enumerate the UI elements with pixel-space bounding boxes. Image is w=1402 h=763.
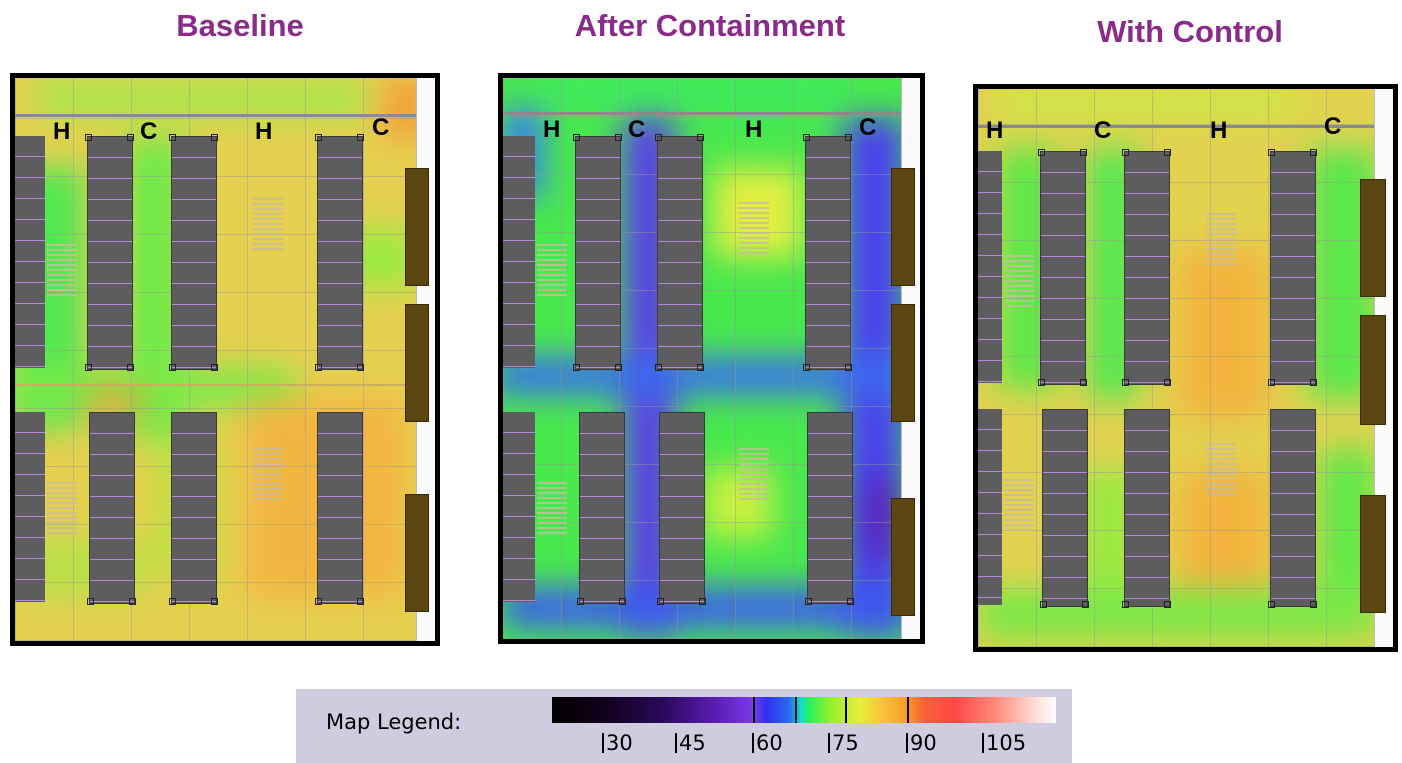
aisle-label-cold: C xyxy=(628,116,646,143)
server-rack xyxy=(659,412,705,604)
aisle-label-hot: H xyxy=(543,116,561,143)
server-rack xyxy=(1124,151,1170,385)
crac-unit xyxy=(1004,255,1034,309)
crac-unit xyxy=(739,448,769,502)
door xyxy=(1360,179,1386,297)
server-rack xyxy=(15,412,45,602)
crac-unit xyxy=(1206,213,1236,267)
legend-label: Map Legend: xyxy=(326,710,462,734)
crac-unit xyxy=(1206,443,1236,497)
aisle-label-hot: H xyxy=(255,118,273,145)
aisle-label-cold: C xyxy=(372,114,390,141)
server-rack xyxy=(89,412,135,604)
legend-tick-label: 60 xyxy=(756,731,783,755)
aisle-label-cold: C xyxy=(859,114,877,141)
door xyxy=(405,304,429,422)
heatmap-panel-baseline: H C H C xyxy=(10,73,440,646)
server-rack xyxy=(1040,151,1086,385)
legend-tick-label: 75 xyxy=(832,731,859,755)
server-rack xyxy=(1270,151,1316,385)
aisle-label-hot: H xyxy=(53,118,71,145)
server-rack xyxy=(978,409,1002,605)
server-rack xyxy=(503,412,535,602)
crac-unit xyxy=(47,482,77,536)
door xyxy=(891,498,915,616)
legend-color-scale xyxy=(552,697,1056,723)
legend-tick-label: 30 xyxy=(606,731,633,755)
door xyxy=(891,168,915,286)
legend-tick-label: 45 xyxy=(679,731,706,755)
crac-unit xyxy=(253,448,283,502)
door xyxy=(1360,315,1386,425)
server-rack xyxy=(579,412,625,604)
aisle-label-hot: H xyxy=(986,117,1004,144)
crac-unit xyxy=(253,198,283,252)
server-rack xyxy=(575,136,621,370)
server-rack xyxy=(978,151,1002,383)
server-rack xyxy=(1270,409,1316,607)
crac-unit xyxy=(1004,479,1034,533)
server-rack xyxy=(317,136,363,370)
aisle-label-hot: H xyxy=(745,116,763,143)
crac-unit xyxy=(47,244,77,298)
aisle-label-hot: H xyxy=(1210,117,1228,144)
panel-title-with-control: With Control xyxy=(1097,14,1283,49)
server-rack xyxy=(1042,409,1088,607)
legend-tick-label: 90 xyxy=(910,731,937,755)
server-rack xyxy=(87,136,133,370)
door xyxy=(405,168,429,286)
server-rack xyxy=(805,136,851,370)
heatmap-after-containment xyxy=(503,78,920,639)
server-rack xyxy=(503,136,535,368)
aisle-label-cold: C xyxy=(1324,113,1342,140)
server-rack xyxy=(807,412,853,604)
server-rack xyxy=(171,412,217,604)
server-rack xyxy=(15,136,45,368)
server-rack xyxy=(657,136,703,370)
aisle-label-cold: C xyxy=(140,118,158,145)
legend-tick-label: 105 xyxy=(986,731,1027,755)
server-rack xyxy=(1124,409,1170,607)
door xyxy=(405,494,429,612)
crac-unit xyxy=(537,244,567,298)
heatmap-panel-with-control: H C H C xyxy=(973,84,1398,652)
server-rack xyxy=(171,136,217,370)
heatmap-panel-after-containment: H C H C xyxy=(498,73,925,644)
door xyxy=(891,304,915,422)
door xyxy=(1360,495,1386,613)
panel-title-baseline: Baseline xyxy=(176,8,304,43)
crac-unit xyxy=(537,482,567,536)
crac-unit xyxy=(739,202,769,256)
server-rack xyxy=(317,412,363,604)
aisle-label-cold: C xyxy=(1094,117,1112,144)
panel-title-after-containment: After Containment xyxy=(574,8,846,43)
map-legend: Map Legend: 30 45 60 75 90 105 xyxy=(296,689,1072,763)
